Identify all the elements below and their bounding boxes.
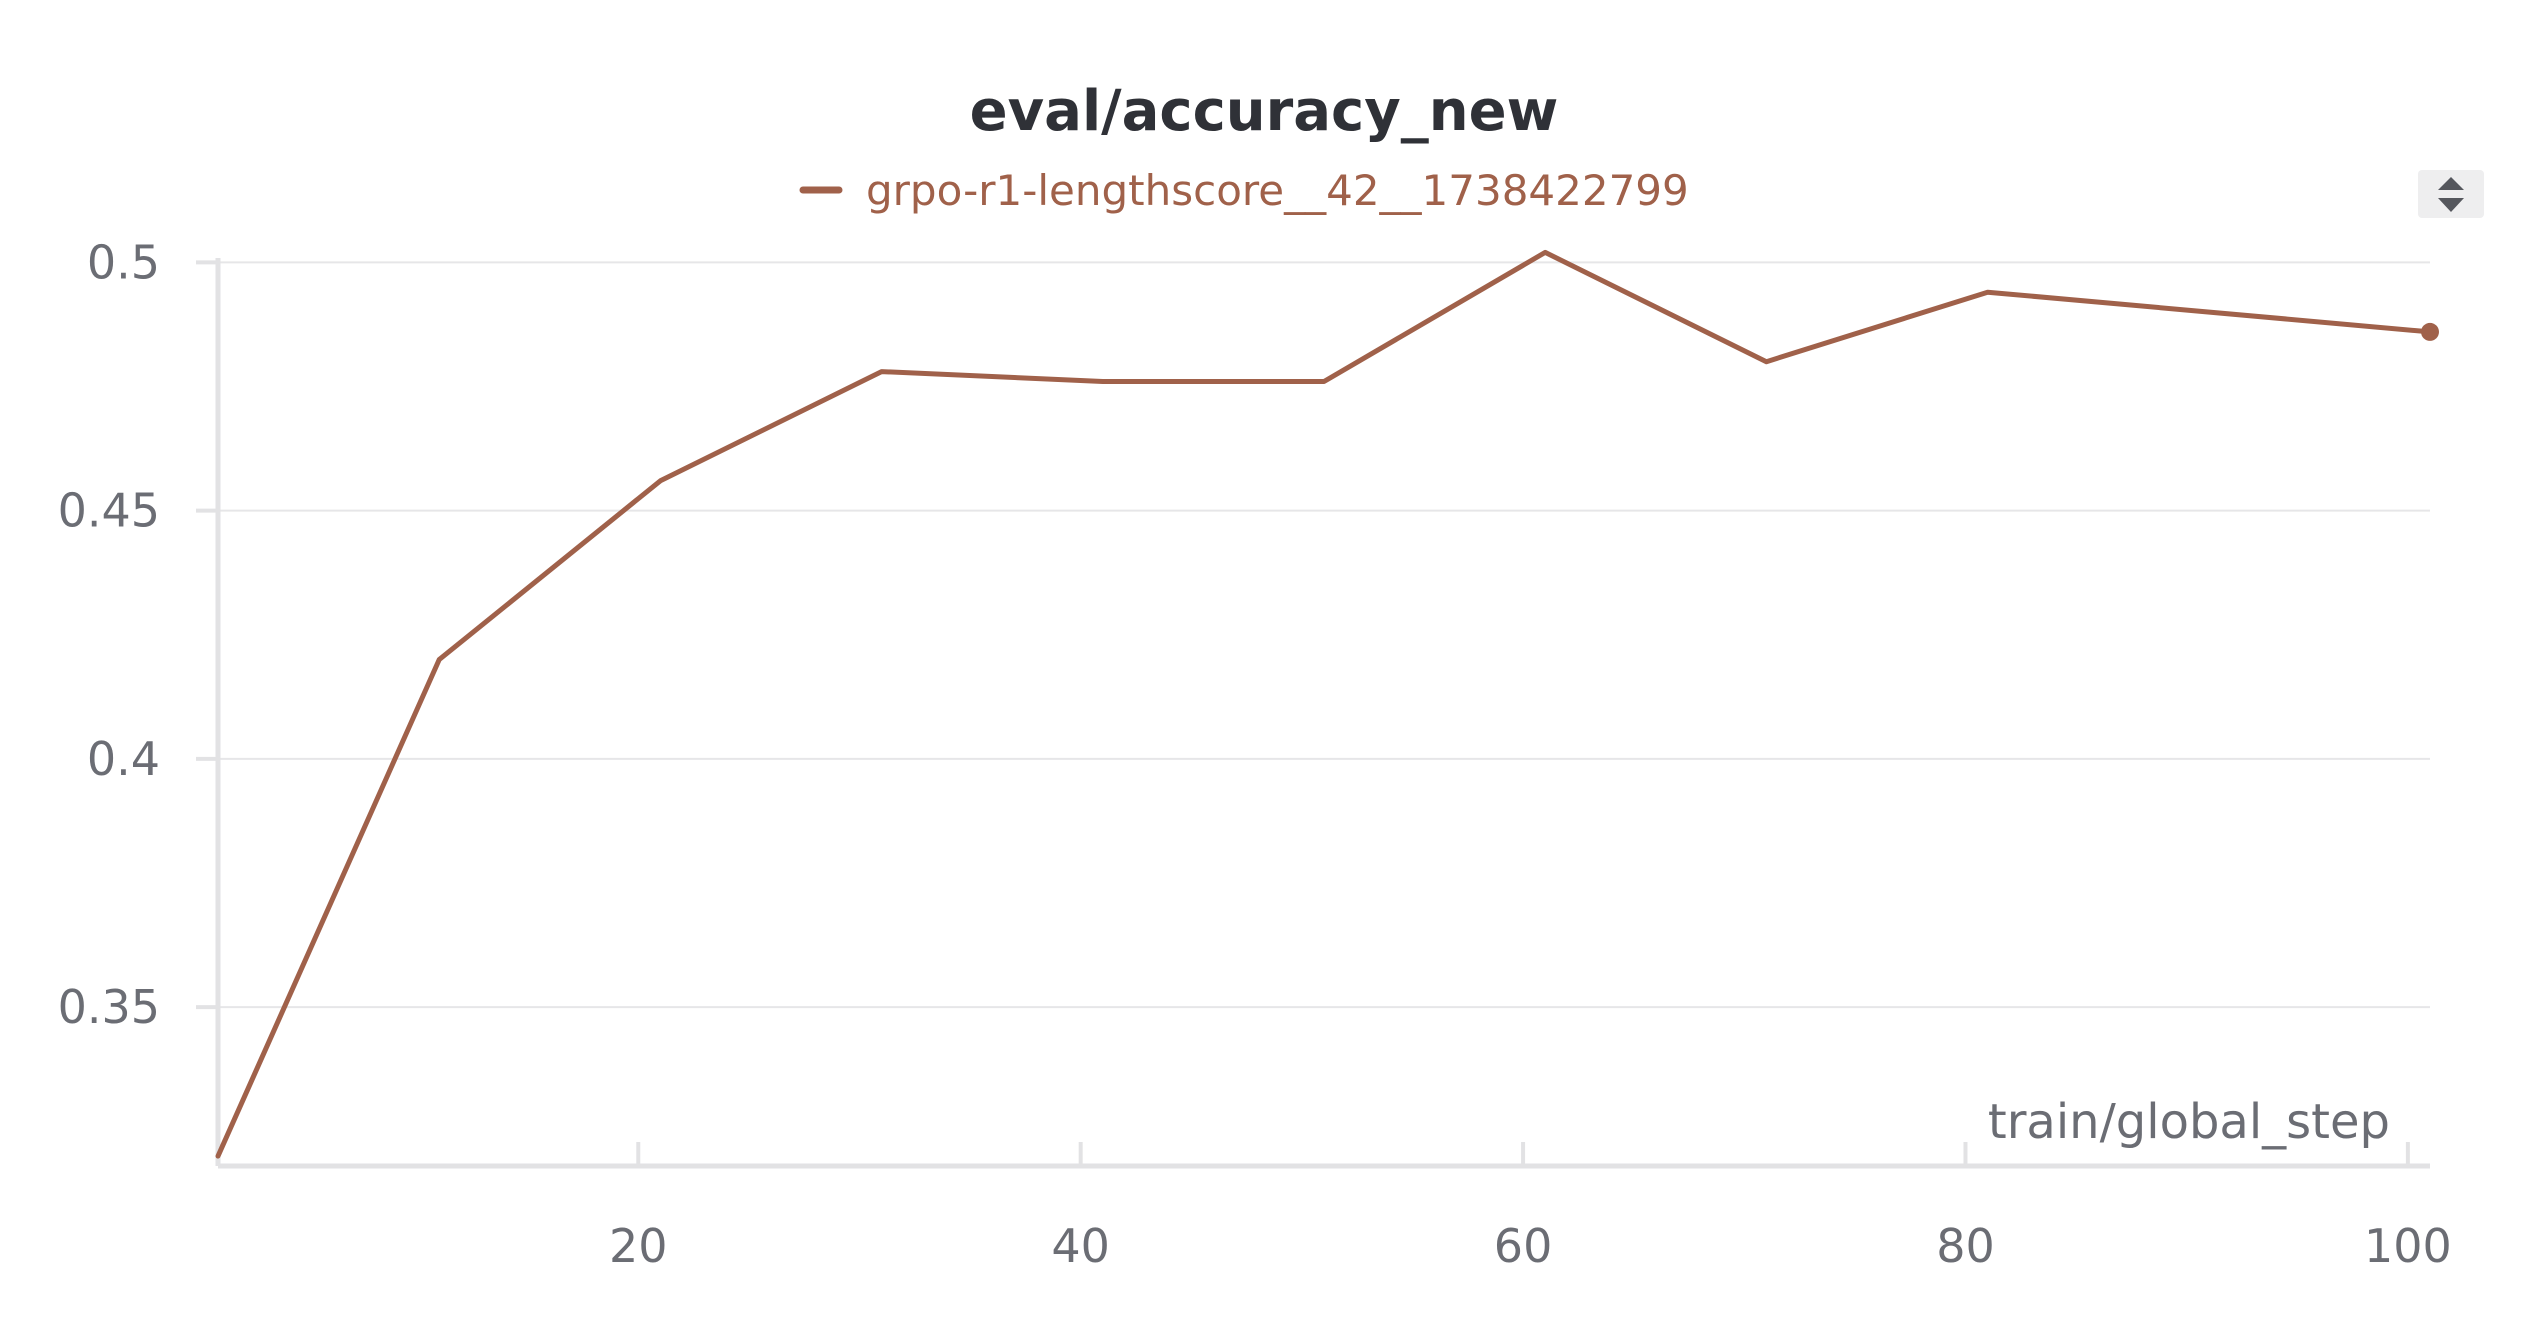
grid (218, 261, 2430, 1009)
y-axis: 0.35 0.4 0.45 0.5 (58, 235, 216, 1034)
x-axis: 20 40 60 80 100 (609, 1142, 2452, 1273)
up-down-arrows-icon (2438, 177, 2464, 212)
y-tick-label: 0.5 (87, 235, 160, 289)
x-tick-label: 100 (2364, 1219, 2452, 1273)
series-group (215, 249, 2439, 1159)
legend-label: grpo-r1-lengthscore__42__1738422799 (866, 166, 1689, 215)
y-tick-label: 0.4 (87, 732, 160, 786)
x-tick-label: 20 (609, 1219, 668, 1273)
x-tick-label: 80 (1936, 1219, 1995, 1273)
x-axis-label: train/global_step (1988, 1094, 2390, 1150)
x-tick-label: 60 (1494, 1219, 1553, 1273)
axes (215, 258, 2430, 1169)
x-tick-label: 40 (1051, 1219, 1110, 1273)
chart-title: eval/accuracy_new (970, 79, 1559, 144)
y-tick-label: 0.35 (58, 980, 160, 1034)
series-line (215, 249, 2433, 1159)
series-end-point (2421, 322, 2439, 341)
y-tick-label: 0.45 (58, 484, 160, 538)
legend-scroll-button[interactable] (2418, 170, 2484, 218)
legend: grpo-r1-lengthscore__42__1738422799 (799, 166, 1689, 215)
